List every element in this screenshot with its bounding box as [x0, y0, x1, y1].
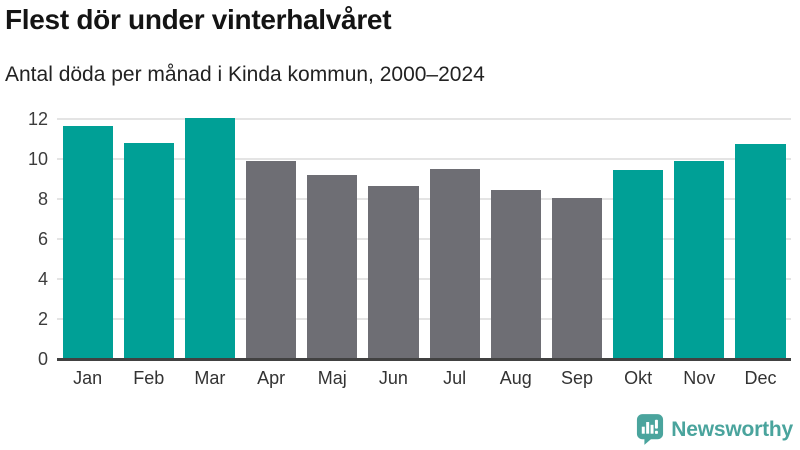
y-tick-label: 4	[37, 269, 48, 289]
bar-nov	[674, 161, 725, 359]
bar-slot	[730, 119, 791, 359]
bar-slot	[179, 118, 240, 359]
bar-slot	[363, 119, 424, 359]
plot-area	[57, 118, 791, 361]
gridline	[57, 118, 791, 120]
x-tick-label: Maj	[317, 368, 347, 388]
x-tick-label: Dec	[744, 368, 777, 388]
bar-aug	[490, 190, 541, 359]
gridline	[57, 158, 791, 160]
y-tick-label: 0	[37, 349, 48, 369]
bar-dec	[735, 144, 786, 359]
gridline	[57, 198, 791, 200]
x-tick-label: Feb	[133, 368, 165, 388]
bar-slot	[302, 119, 363, 359]
y-tick-label: 12	[27, 109, 48, 129]
x-axis-line	[57, 357, 791, 361]
newsworthy-logo: Newsworthy	[636, 413, 793, 446]
chart-subtitle: Antal döda per månad i Kinda kommun, 200…	[5, 63, 485, 86]
bar-slot	[424, 119, 485, 359]
x-tick-label: Sep	[560, 368, 593, 388]
y-tick-label: 6	[37, 229, 48, 249]
x-tick-label: Jan	[73, 368, 103, 388]
bar-sep	[551, 198, 603, 359]
bar-feb	[123, 143, 174, 359]
bar-slot	[57, 119, 118, 359]
x-tick-label: Okt	[624, 368, 653, 388]
bar-slot	[241, 119, 302, 359]
bar-slot	[118, 119, 179, 359]
bars	[57, 118, 791, 359]
gridline	[57, 238, 791, 240]
y-axis: 0 2 4 6 8 10 12	[0, 109, 48, 369]
x-tick-label: Jul	[443, 368, 467, 388]
bar-jun	[368, 186, 419, 359]
gridline	[57, 318, 791, 320]
bar-okt	[613, 170, 664, 359]
y-tick-label: 2	[37, 309, 48, 329]
y-tick-label: 8	[37, 189, 48, 209]
bar-slot	[546, 119, 607, 359]
bar-mar	[184, 118, 235, 359]
gridline	[57, 278, 791, 280]
x-axis-labels: Jan Feb Mar Apr Maj Jun Jul Aug Sep Okt Nov Dec	[57, 368, 791, 389]
bar-slot	[669, 119, 730, 359]
newsworthy-logo-text: Newsworthy	[671, 417, 793, 441]
y-tick-label: 10	[27, 149, 48, 169]
bar-slot	[485, 119, 546, 359]
bar-slot	[608, 119, 669, 359]
newsworthy-logo-icon	[637, 414, 664, 445]
bar-jan	[62, 126, 113, 359]
x-tick-label: Jun	[378, 368, 408, 388]
chart-title: Flest dör under vinterhalvåret	[5, 4, 392, 35]
bar-apr	[246, 161, 297, 359]
bar-jul	[429, 169, 480, 359]
x-tick-label: Mar	[194, 368, 226, 388]
bar-maj	[307, 175, 358, 359]
x-tick-label: Aug	[499, 368, 532, 388]
x-tick-label: Apr	[257, 368, 286, 388]
x-tick-label: Nov	[683, 368, 716, 388]
